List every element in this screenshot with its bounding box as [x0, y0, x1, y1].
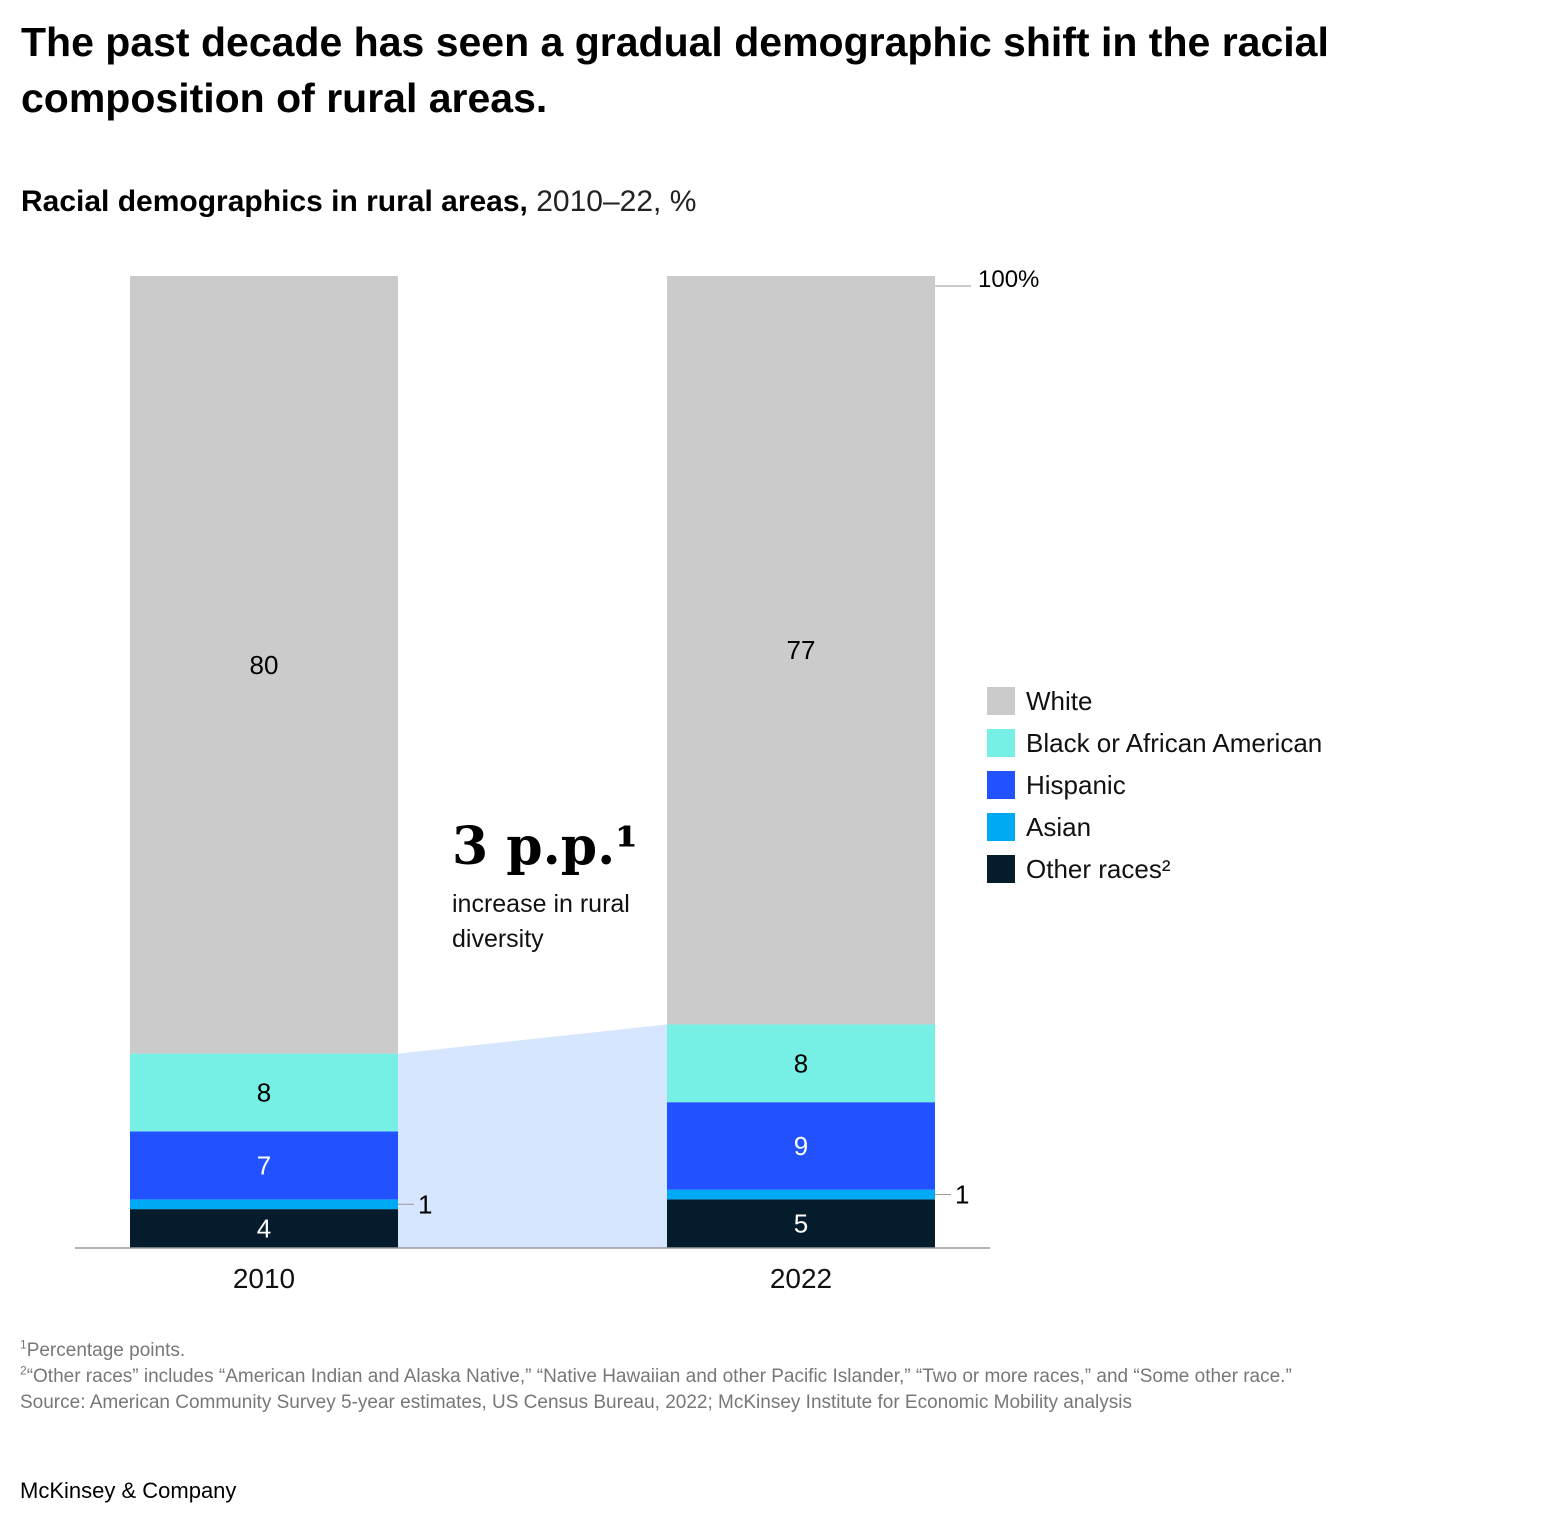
footnotes: 1Percentage points. 2“Other races” inclu… [20, 1338, 1530, 1416]
subtitle-rest: 2010–22, % [527, 185, 697, 218]
legend-item-asian: Asian [987, 806, 1322, 848]
chart-legend: White Black or African American Hispanic As… [987, 680, 1322, 890]
data-label-2010-white: 80 [250, 650, 279, 680]
legend-swatch-asian [987, 813, 1015, 841]
data-label-2010-other-races: 4 [257, 1214, 271, 1244]
brand-logo-text: McKinsey & Company [20, 1478, 237, 1503]
footnote-1: 1Percentage points. [20, 1338, 1530, 1364]
callout-value: 3 p.p.¹ [452, 816, 638, 877]
bar-2022-asian [667, 1189, 935, 1200]
bar-2010-black-or-african-american [130, 1053, 398, 1132]
stacked-bar-chart: 4 1 7 8 80 2010 5 1 9 8 77 2022 100% [75, 266, 1039, 1294]
data-label-2010-asian: 1 [418, 1189, 432, 1219]
footnote-2-marker: 2 [20, 1363, 27, 1378]
top-marker-label: 100% [978, 266, 1039, 293]
callout-description: increase in rural diversity [452, 890, 630, 953]
chart-headline: The past decade has seen a gradual demog… [21, 19, 1329, 121]
legend-item-hispanic: Hispanic [987, 764, 1322, 806]
source-note: Source: American Community Survey 5-year… [20, 1390, 1530, 1416]
footnote-1-text: Percentage points. [26, 1340, 186, 1361]
legend-swatch-white [987, 687, 1015, 715]
legend-label-white: White [1026, 685, 1093, 716]
legend-swatch-other-races [987, 855, 1015, 883]
x-tick-label-2022: 2022 [770, 1263, 832, 1294]
diversity-increase-band [398, 1024, 667, 1248]
data-label-2022-other-races: 5 [794, 1209, 808, 1239]
chart-subtitle: Racial demographics in rural areas, 2010… [21, 182, 696, 222]
bar-2010-white [130, 276, 398, 1054]
legend-item-black-or-african-american: Black or African American [987, 722, 1322, 764]
bar-2022-other-races [667, 1199, 935, 1248]
bar-2022-black-or-african-american [667, 1024, 935, 1103]
bar-2010-other-races [130, 1209, 398, 1248]
legend-swatch-hispanic [987, 771, 1015, 799]
bar-2022-hispanic [667, 1102, 935, 1190]
footnote-1-marker: 1 [20, 1337, 27, 1352]
legend-item-white: White [987, 680, 1322, 722]
data-label-2022-black-or-african-american: 8 [794, 1048, 808, 1078]
bar-2010-asian [130, 1199, 398, 1210]
footnote-2-text: “Other races” includes “American Indian … [26, 1366, 1292, 1387]
diversity-callout: 3 p.p.¹ increase in rural diversity [452, 815, 652, 957]
legend-label-hispanic: Hispanic [1026, 769, 1126, 800]
legend-label-other-races: Other races² [1026, 853, 1171, 884]
source-text: Source: American Community Survey 5-year… [20, 1392, 1132, 1413]
data-label-2022-white: 77 [787, 635, 816, 665]
legend-item-other-races: Other races² [987, 848, 1322, 890]
data-label-2022-hispanic: 9 [794, 1131, 808, 1161]
bar-2010-hispanic [130, 1131, 398, 1200]
legend-swatch-black-or-african-american [987, 729, 1015, 757]
legend-label-black-or-african-american: Black or African American [1026, 727, 1323, 758]
data-label-2010-hispanic: 7 [257, 1150, 271, 1180]
data-label-2010-black-or-african-american: 8 [257, 1077, 271, 1107]
subtitle-bold: Racial demographics in rural areas, [21, 185, 528, 218]
data-label-2022-asian: 1 [955, 1180, 969, 1210]
footnote-2: 2“Other races” includes “American Indian… [20, 1364, 1530, 1390]
bar-2022-white [667, 276, 935, 1025]
x-tick-label-2010: 2010 [233, 1263, 295, 1294]
legend-label-asian: Asian [1026, 811, 1092, 842]
